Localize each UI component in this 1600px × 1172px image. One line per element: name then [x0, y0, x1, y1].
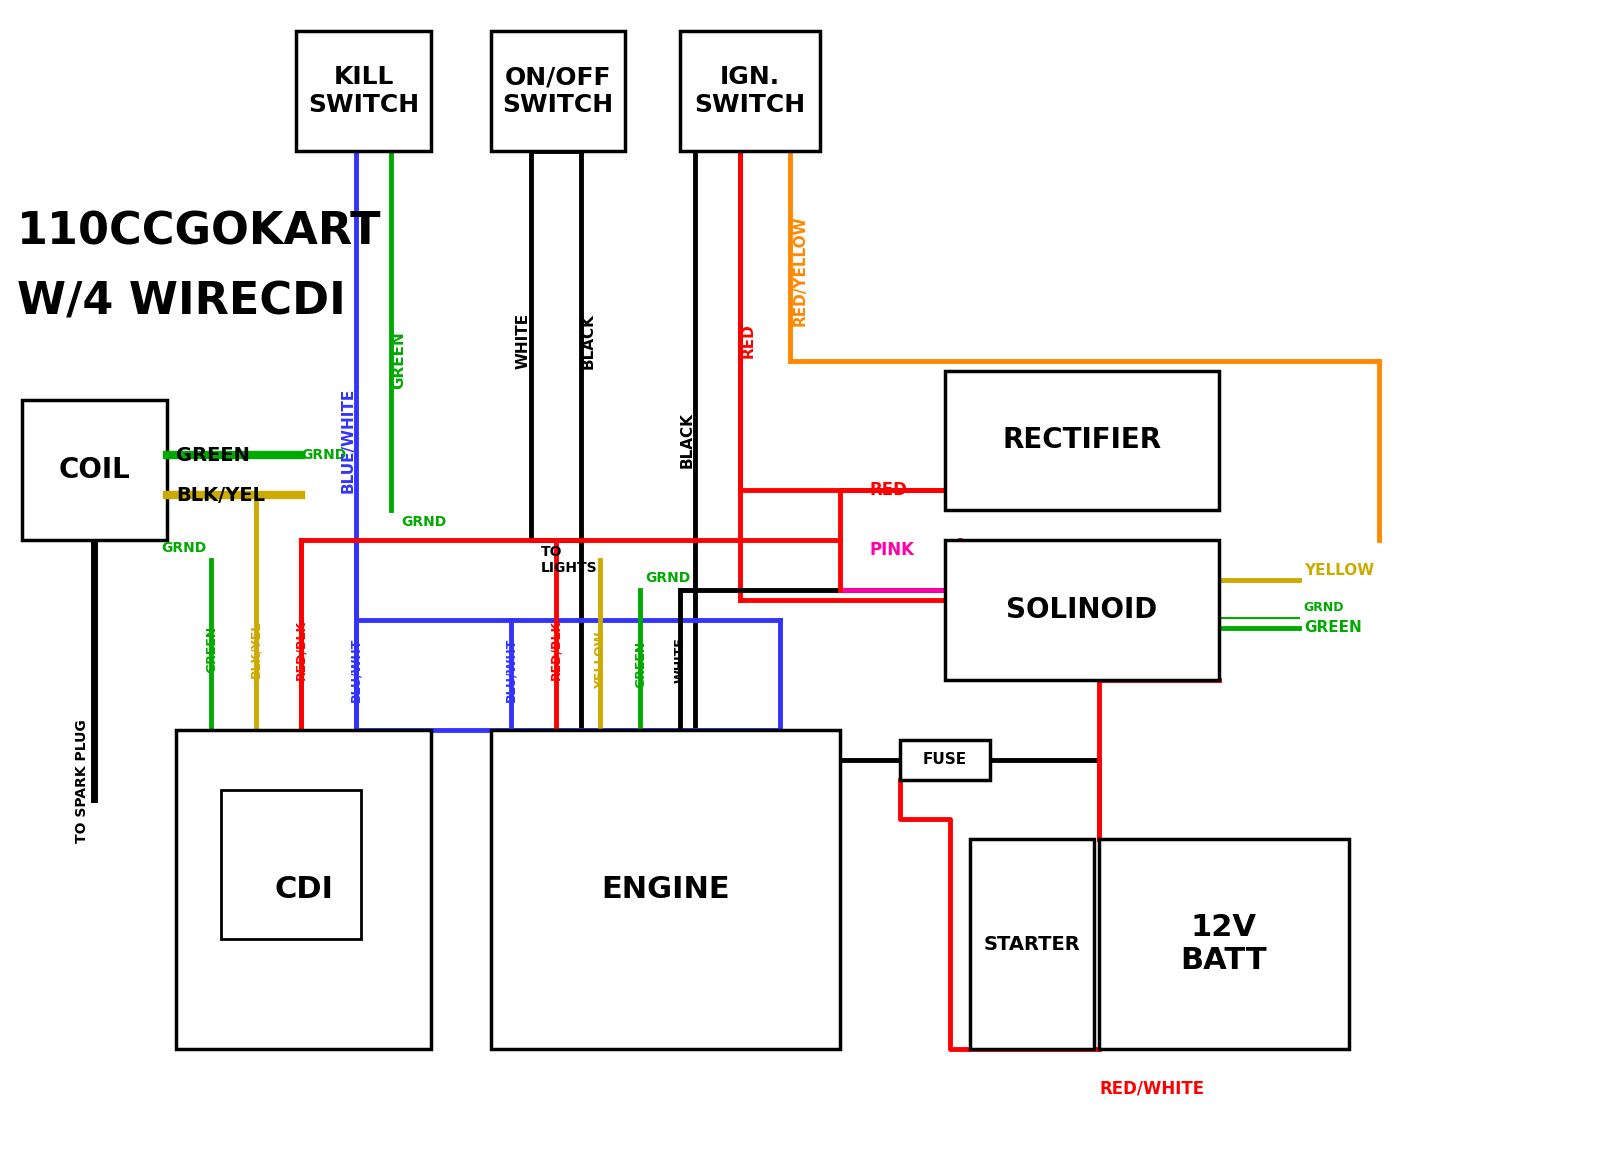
Bar [491, 32, 626, 151]
Text: 12V
BATT: 12V BATT [1181, 913, 1267, 975]
Bar [491, 730, 840, 1049]
Text: GRND: GRND [1304, 601, 1344, 614]
Text: CDI: CDI [274, 874, 333, 904]
Text: RED/BLK: RED/BLK [294, 620, 307, 680]
Text: STARTER: STARTER [984, 934, 1080, 954]
Text: 110CCGOKART: 110CCGOKART [18, 211, 381, 254]
Text: GRND: GRND [402, 516, 446, 530]
Text: SOLINOID: SOLINOID [1006, 595, 1157, 624]
Text: GRND: GRND [162, 541, 206, 556]
Bar [296, 32, 430, 151]
Text: COIL: COIL [58, 456, 130, 484]
Text: KILL
SWITCH: KILL SWITCH [307, 66, 419, 117]
Text: RED/WHITE: RED/WHITE [1099, 1079, 1205, 1098]
Text: GRND: GRND [301, 449, 347, 462]
Text: FUSE: FUSE [923, 752, 966, 768]
Text: GREEN: GREEN [634, 641, 646, 688]
Text: RECTIFIER: RECTIFIER [1002, 427, 1162, 455]
Text: ON/OFF
SWITCH: ON/OFF SWITCH [502, 66, 614, 117]
Text: GREEN: GREEN [176, 445, 250, 465]
Text: TO
LIGHTS: TO LIGHTS [541, 545, 597, 575]
Text: WHITE: WHITE [515, 313, 530, 369]
Text: ENGINE: ENGINE [602, 874, 730, 904]
Bar [680, 32, 819, 151]
Text: GREEN: GREEN [392, 332, 406, 389]
Bar [1099, 839, 1349, 1049]
Text: PINK: PINK [870, 541, 915, 559]
Text: GREEN: GREEN [205, 626, 218, 674]
Text: W/4 WIRECDI: W/4 WIRECDI [18, 281, 346, 323]
Text: YELLOW: YELLOW [594, 632, 606, 688]
Text: GRND: GRND [645, 571, 691, 585]
Text: IGN.
SWITCH: IGN. SWITCH [694, 66, 806, 117]
Bar [22, 401, 166, 540]
Text: WHITE: WHITE [674, 636, 686, 683]
Text: BLU/WHT: BLU/WHT [349, 638, 363, 702]
Bar [221, 790, 362, 939]
Text: BLK/YEL: BLK/YEL [250, 621, 262, 679]
Text: RED: RED [741, 323, 755, 357]
Bar [899, 740, 989, 779]
Bar [970, 839, 1094, 1049]
Text: GREEN: GREEN [1304, 620, 1362, 635]
Bar [944, 540, 1219, 680]
Text: RED/BLK: RED/BLK [549, 620, 562, 680]
Text: BLU/WHT: BLU/WHT [504, 638, 517, 702]
Text: BLACK: BLACK [581, 313, 597, 368]
Bar [176, 730, 430, 1049]
Text: YELLOW: YELLOW [1304, 563, 1374, 578]
Text: BLK/YEL: BLK/YEL [176, 485, 266, 505]
Text: BLACK: BLACK [680, 413, 694, 469]
Text: BLUE/WHITE: BLUE/WHITE [341, 388, 355, 493]
Text: RED: RED [870, 482, 907, 499]
Bar [944, 370, 1219, 510]
Text: TO SPARK PLUG: TO SPARK PLUG [75, 720, 88, 844]
Text: RED/YELLOW: RED/YELLOW [792, 216, 808, 326]
